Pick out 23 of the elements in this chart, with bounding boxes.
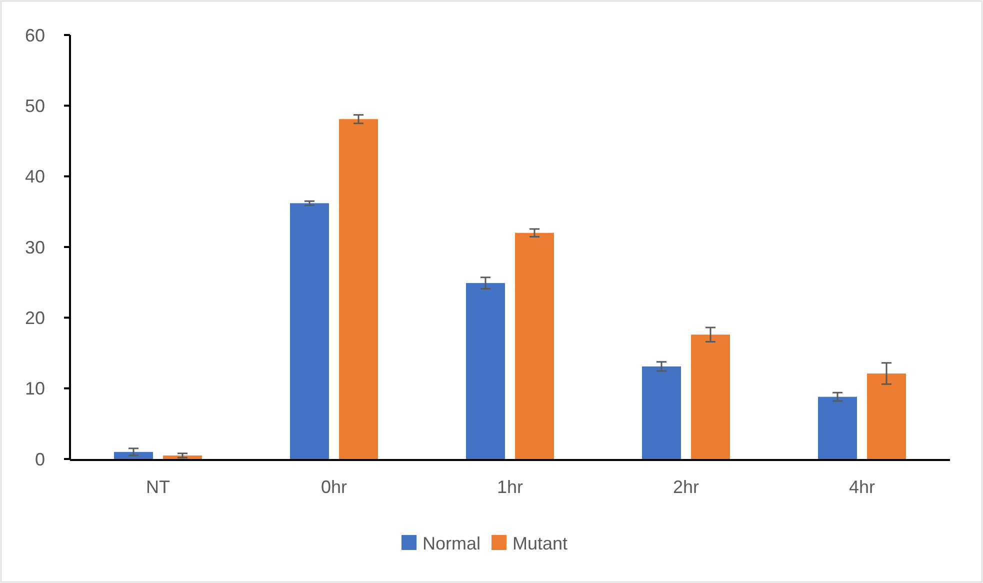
bar [867,373,906,459]
bar [818,396,857,459]
y-tick-label: 30 [24,237,45,258]
x-tick-label: 1hr [496,477,524,497]
x-tick-label: 2hr [672,477,700,497]
y-tick-label: 0 [34,449,45,470]
bar [515,232,554,459]
bar [642,366,681,459]
bar [691,334,730,459]
y-tick-label: 20 [24,308,45,328]
legend-label: Normal [422,533,481,554]
x-tick-label: NT [146,477,170,497]
bar [466,283,505,459]
y-tick-label: 50 [24,96,45,116]
legend-label: Mutant [512,533,568,554]
y-tick-label: 10 [24,378,45,399]
y-tick-label: 60 [24,25,45,46]
bar [339,119,378,459]
x-tick-label: 0hr [320,477,348,497]
x-tick-label: 4hr [848,477,876,497]
bar [290,203,329,459]
bar [114,452,153,459]
y-tick-label: 40 [24,166,45,187]
